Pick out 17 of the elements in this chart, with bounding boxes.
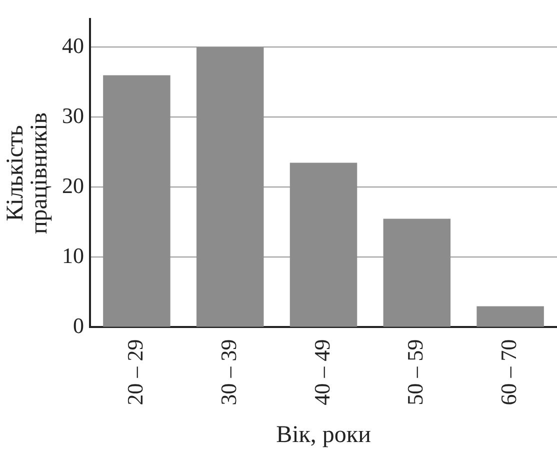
- x-tick-label: 60 – 70: [496, 339, 522, 406]
- x-tick-label: 50 – 59: [402, 339, 428, 406]
- y-tick-label: 10: [62, 242, 84, 268]
- x-tick-label: 20 – 29: [122, 339, 148, 406]
- y-tick-label: 40: [62, 32, 84, 58]
- x-tick-label: 30 – 39: [216, 339, 241, 406]
- bar: [476, 306, 544, 327]
- bar: [290, 162, 358, 327]
- y-axis-title: Кількість працівників: [2, 112, 52, 234]
- bar: [103, 75, 170, 327]
- x-axis-title: Вік, роки: [276, 422, 372, 448]
- bar: [196, 47, 264, 327]
- y-tick-label: 0: [73, 312, 84, 338]
- y-tick-label: 30: [62, 102, 84, 128]
- y-tick-label: 20: [62, 172, 84, 198]
- x-tick-label: 40 – 49: [309, 339, 334, 406]
- bar: [383, 218, 451, 327]
